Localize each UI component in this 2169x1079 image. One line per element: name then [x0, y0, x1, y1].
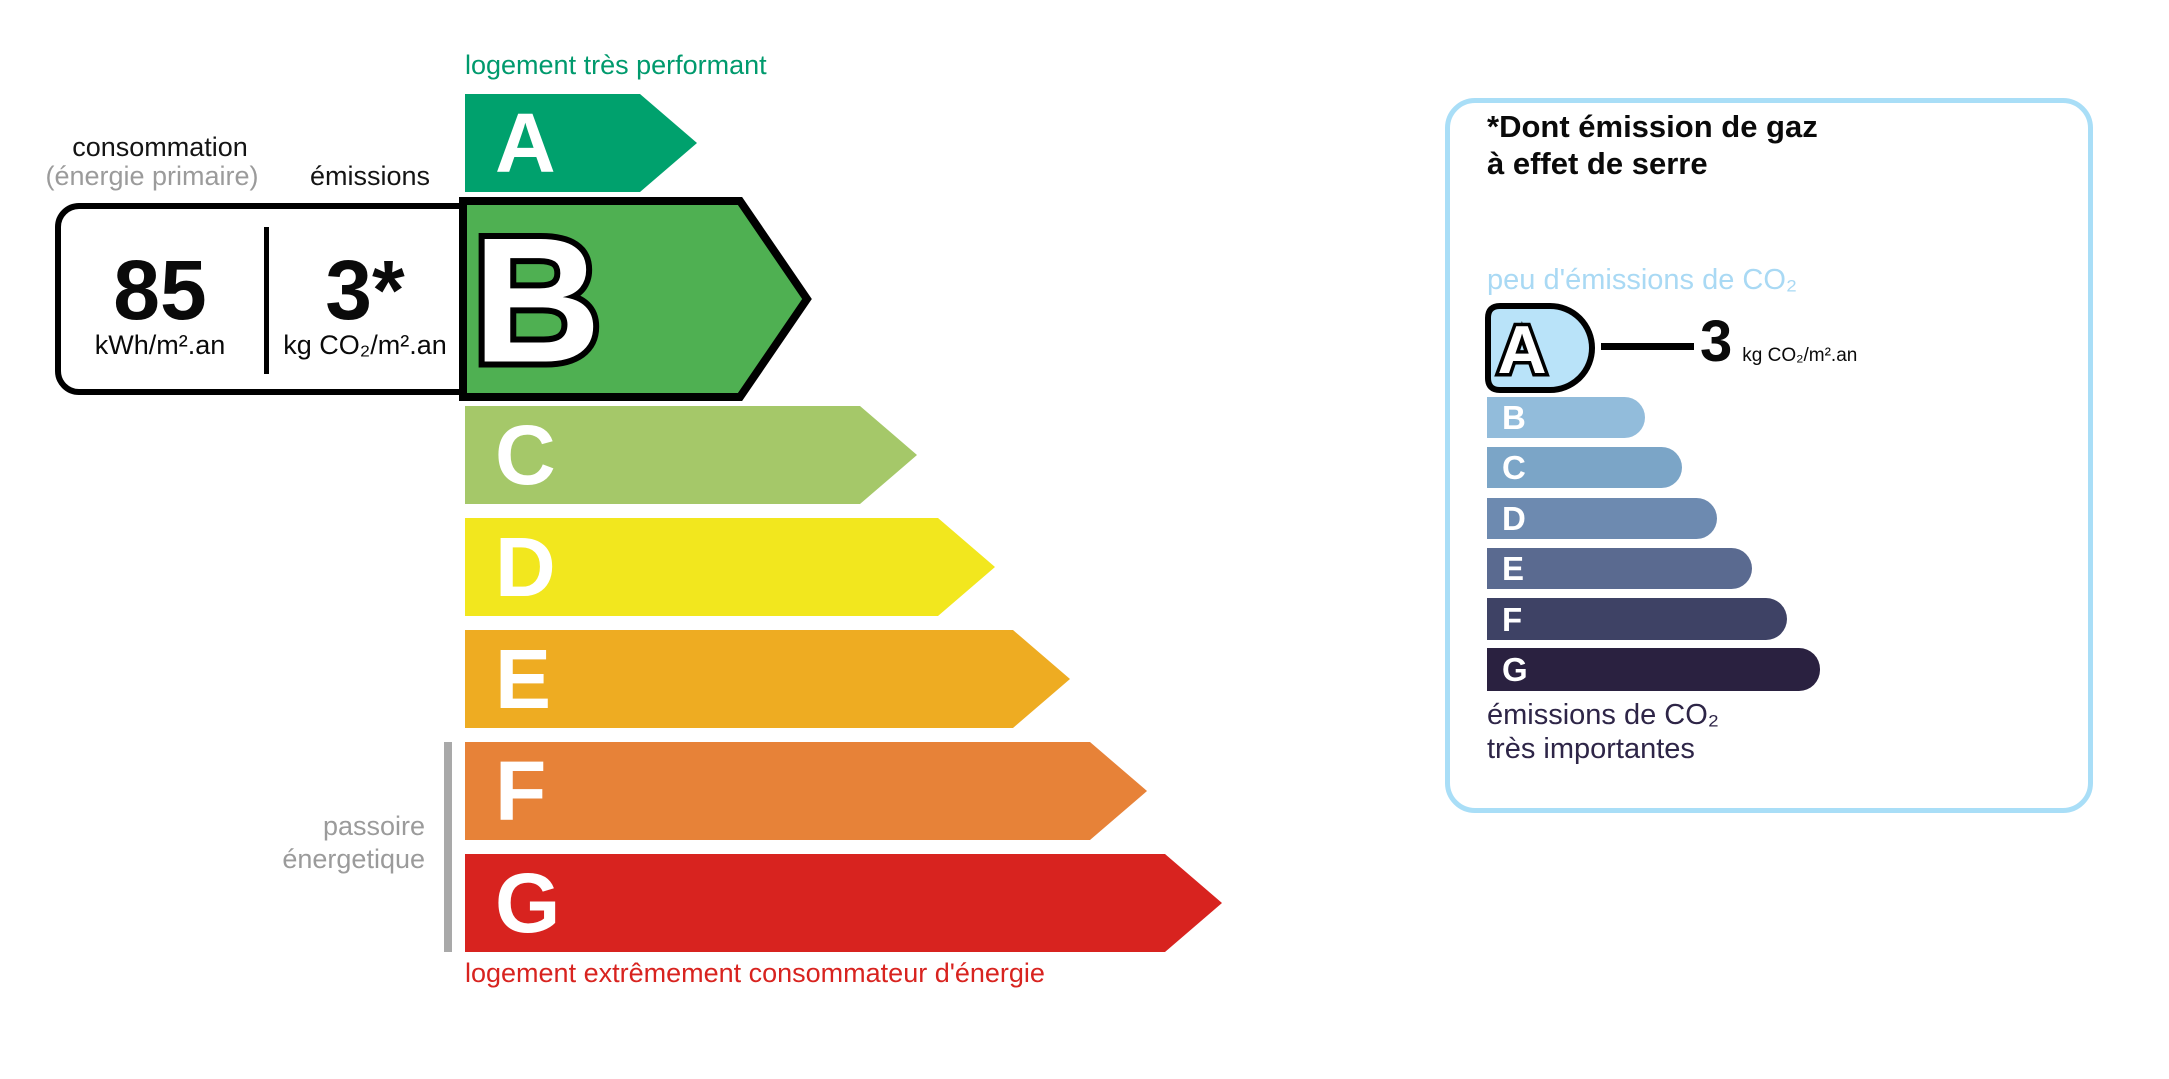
co2-high-label-line2: très importantes	[1487, 733, 1695, 765]
co2-class-bar-B: B	[1487, 397, 1645, 438]
co2-class-bar-C: C	[1487, 447, 1682, 488]
selected-energy-class-letter: B	[473, 201, 602, 400]
co2-value-unit: kg CO₂/m².an	[1742, 345, 1858, 366]
co2-class-bar-E: E	[1487, 548, 1752, 589]
co2-class-letter-C: C	[1502, 449, 1526, 486]
energy-class-bar-D: D	[465, 518, 995, 616]
co2-class-letter-E: E	[1502, 550, 1525, 587]
consumption-indicator-box	[55, 203, 467, 395]
selected-co2-shape-path	[1485, 303, 1595, 393]
consumption-header: consommation	[72, 132, 248, 162]
energy-class-letter-E: E	[495, 632, 552, 726]
energy-class-letter-A: A	[495, 96, 556, 190]
selected-energy-class-arrow: B	[459, 197, 812, 401]
energy-class-letter-G: G	[495, 856, 561, 950]
emissions-value: 3*	[325, 243, 405, 337]
co2-class-bar-F: F	[1487, 598, 1787, 640]
energy-class-bar-A: A	[465, 94, 697, 192]
consumption-unit: kWh/m².an	[94, 330, 226, 360]
co2-class-bar-D: D	[1487, 498, 1717, 539]
co2-panel-title-line2: à effet de serre	[1487, 146, 1708, 181]
co2-class-letter-G: G	[1502, 651, 1528, 688]
co2-class-letter-B: B	[1502, 399, 1526, 436]
selected-co2-class-shape: A	[1485, 303, 1595, 393]
energy-class-letter-F: F	[495, 744, 547, 838]
passoire-bracket-bar	[444, 742, 452, 952]
selected-arrow-shape	[459, 197, 812, 401]
co2-value: 3	[1700, 309, 1733, 374]
co2-high-emissions-label: émissions de CO₂ très importantes	[1487, 698, 1719, 766]
energy-class-bar-G: G	[465, 854, 1222, 952]
energy-class-bar-F: F	[465, 742, 1147, 840]
co2-value-connector-line	[1601, 343, 1694, 350]
scale-bottom-label: logement extrêmement consommateur d'éner…	[465, 958, 1045, 988]
co2-panel-title-line1: *Dont émission de gaz	[1487, 109, 1818, 144]
consumption-value: 85	[113, 243, 207, 337]
consumption-subheader: (énergie primaire)	[45, 161, 259, 191]
energy-class-bar-E: E	[465, 630, 1070, 728]
energy-class-letter-D: D	[495, 520, 556, 614]
emissions-unit: kg CO₂/m².an	[283, 330, 447, 360]
energy-class-bar-C: C	[465, 406, 917, 504]
selected-co2-class-letter: A	[1497, 312, 1546, 388]
passoire-label-line1: passoire	[322, 811, 425, 841]
emissions-header: émissions	[309, 161, 431, 191]
co2-value-row: 3 kg CO₂/m².an	[1700, 309, 1858, 374]
energy-class-letter-C: C	[495, 408, 556, 502]
passoire-label: passoire énergetique	[180, 810, 425, 876]
passoire-label-line2: énergetique	[282, 844, 425, 874]
indicator-divider	[264, 227, 269, 374]
co2-class-letter-D: D	[1502, 500, 1526, 537]
co2-class-bar-G: G	[1487, 648, 1820, 691]
co2-high-label-line1: émissions de CO₂	[1487, 699, 1720, 731]
co2-panel-title: *Dont émission de gaz à effet de serre	[1487, 108, 1818, 182]
co2-class-letter-F: F	[1502, 600, 1523, 638]
scale-top-label: logement très performant	[465, 50, 767, 80]
co2-low-emissions-label: peu d'émissions de CO₂	[1487, 264, 1798, 296]
